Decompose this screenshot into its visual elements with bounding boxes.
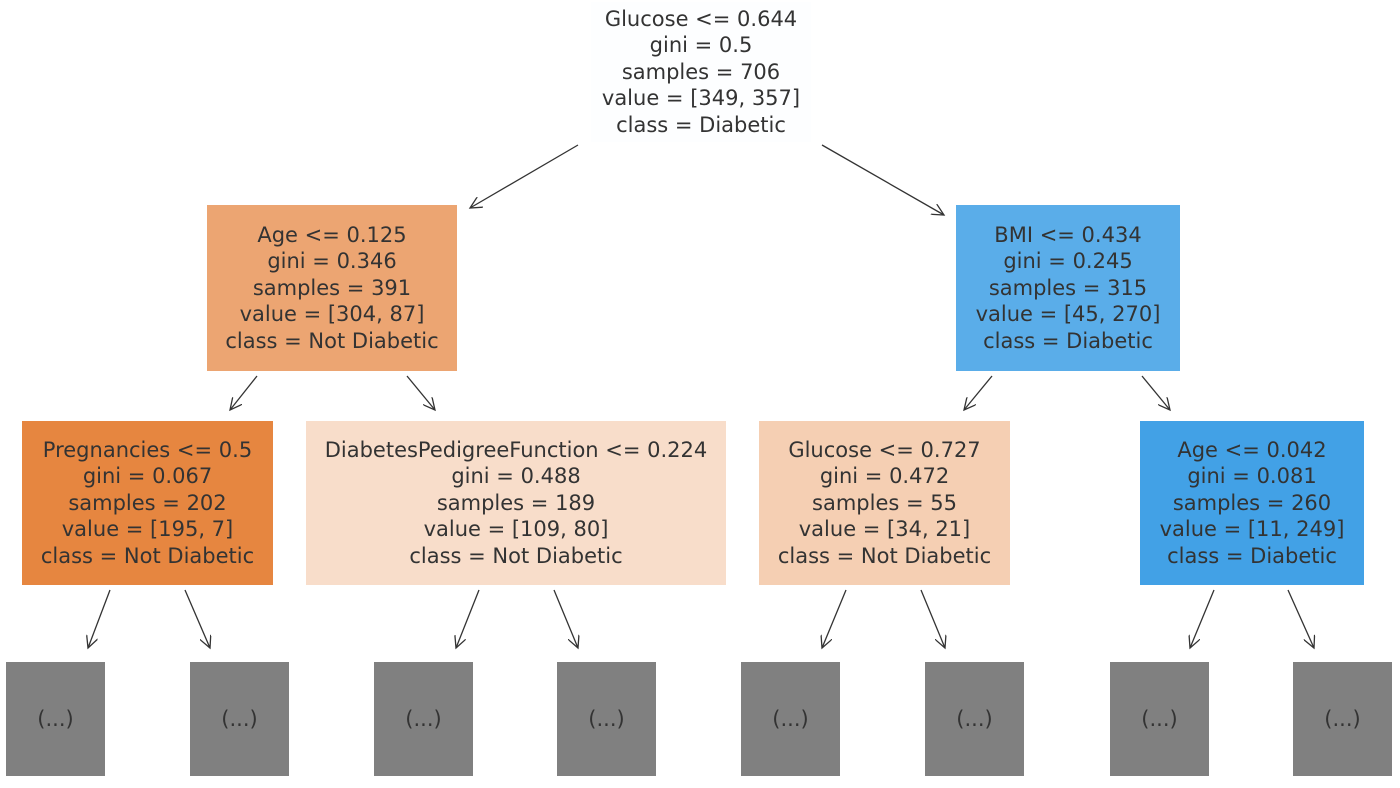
node-gini: gini = 0.5 [649, 33, 753, 58]
node-value: value = [45, 270] [975, 302, 1161, 327]
node-gini: gini = 0.245 [1003, 249, 1133, 274]
node-pregnancies-split: Pregnancies <= 0.5 gini = 0.067 samples … [22, 421, 273, 585]
truncated-node: (...) [190, 662, 289, 776]
node-gini: gini = 0.488 [451, 464, 581, 489]
node-glucose-split: Glucose <= 0.727 gini = 0.472 samples = … [759, 421, 1010, 585]
truncated-node: (...) [1293, 662, 1392, 776]
tree-edge-arrow [470, 144, 579, 208]
node-value: value = [195, 7] [61, 517, 234, 542]
node-split-rule: Glucose <= 0.727 [788, 437, 981, 462]
tree-edge-arrow [1190, 589, 1215, 648]
tree-edge-arrow [553, 589, 578, 648]
truncated-node: (...) [374, 662, 473, 776]
node-split-rule: DiabetesPedigreeFunction <= 0.224 [324, 437, 708, 462]
node-split-rule: Age <= 0.125 [257, 222, 407, 247]
node-class: class = Diabetic [616, 112, 786, 137]
tree-edge-arrow [230, 375, 258, 410]
tree-edge-arrow [920, 589, 945, 648]
truncated-node: (...) [741, 662, 840, 776]
node-class: class = Diabetic [983, 328, 1153, 353]
tree-edge-arrow [184, 589, 210, 648]
node-pedigree-split: DiabetesPedigreeFunction <= 0.224 gini =… [306, 421, 726, 585]
node-split-rule: Glucose <= 0.644 [604, 6, 798, 31]
node-value: value = [109, 80] [423, 517, 609, 542]
node-age-split-right: Age <= 0.042 gini = 0.081 samples = 260 … [1140, 421, 1364, 585]
node-split-rule: Pregnancies <= 0.5 [42, 437, 253, 462]
node-value: value = [349, 357] [601, 86, 801, 111]
tree-edge-arrow [1141, 375, 1170, 410]
node-bmi-split: BMI <= 0.434 gini = 0.245 samples = 315 … [956, 205, 1180, 371]
tree-edge-arrow [456, 589, 480, 648]
tree-edge-arrow [88, 589, 111, 648]
node-age-split: Age <= 0.125 gini = 0.346 samples = 391 … [207, 205, 457, 371]
truncated-node: (...) [557, 662, 656, 776]
node-gini: gini = 0.346 [267, 249, 397, 274]
node-value: value = [304, 87] [239, 302, 425, 327]
node-value: value = [11, 249] [1159, 517, 1345, 542]
node-class: class = Not Diabetic [40, 543, 255, 568]
tree-edge-arrow [822, 589, 847, 648]
tree-edge-arrow [1287, 589, 1314, 648]
node-split-rule: Age <= 0.042 [1177, 437, 1327, 462]
tree-edge-arrow [406, 375, 435, 410]
root-node: Glucose <= 0.644 gini = 0.5 samples = 70… [591, 2, 811, 142]
node-samples: samples = 260 [1172, 490, 1332, 515]
node-class: class = Not Diabetic [225, 328, 439, 353]
tree-edge-arrow [821, 144, 944, 215]
node-class: class = Not Diabetic [409, 543, 623, 568]
truncated-node: (...) [1110, 662, 1209, 776]
node-value: value = [34, 21] [798, 517, 971, 542]
node-split-rule: BMI <= 0.434 [994, 222, 1142, 247]
node-class: class = Not Diabetic [777, 543, 992, 568]
tree-edge-arrow [964, 375, 993, 410]
node-gini: gini = 0.067 [82, 464, 213, 489]
node-samples: samples = 706 [621, 59, 781, 84]
node-samples: samples = 189 [436, 490, 596, 515]
node-gini: gini = 0.472 [819, 464, 950, 489]
node-class: class = Diabetic [1167, 543, 1337, 568]
node-samples: samples = 202 [68, 490, 227, 515]
truncated-node: (...) [6, 662, 105, 776]
node-samples: samples = 315 [988, 275, 1148, 300]
node-gini: gini = 0.081 [1187, 464, 1317, 489]
node-samples: samples = 391 [252, 275, 412, 300]
node-samples: samples = 55 [812, 490, 957, 515]
truncated-node: (...) [925, 662, 1024, 776]
